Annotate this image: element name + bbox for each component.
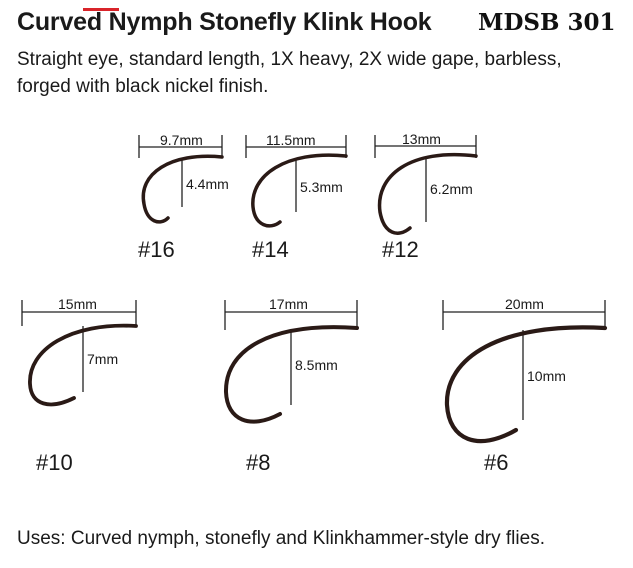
hook-16-width: 9.7mm	[160, 132, 203, 148]
description-line-2: forged with black nickel finish.	[17, 76, 269, 97]
hook-16: 9.7mm 4.4mm #16	[138, 132, 229, 262]
hook-8: 17mm 8.5mm #8	[223, 296, 359, 475]
hook-16-gape: 4.4mm	[186, 176, 229, 192]
hook-10-gape: 7mm	[87, 351, 118, 367]
hook-12: 13mm 6.2mm #12	[374, 131, 478, 262]
hook-14-width: 11.5mm	[266, 132, 316, 148]
hook-6-width: 20mm	[505, 296, 544, 312]
hook-16-size: #16	[138, 237, 175, 262]
uses-text: Uses: Curved nymph, stonefly and Klinkha…	[17, 528, 545, 549]
hook-6: 20mm 10mm #6	[442, 296, 608, 475]
hook-12-width: 13mm	[402, 131, 441, 147]
product-description: Straight eye, standard length, 1X heavy,…	[17, 46, 617, 100]
page-title: Curved Nymph Stonefly Klink Hook	[17, 8, 432, 36]
hook-14-gape: 5.3mm	[300, 179, 343, 195]
hook-12-size: #12	[382, 237, 419, 262]
accent-bar	[83, 8, 119, 11]
hook-10-width: 15mm	[58, 296, 97, 312]
hook-8-size: #8	[246, 450, 270, 475]
hook-12-gape: 6.2mm	[430, 181, 473, 197]
hook-6-gape: 10mm	[527, 368, 566, 384]
hook-6-size: #6	[484, 450, 508, 475]
title-row: Curved Nymph Stonefly Klink Hook MDSB 30…	[17, 8, 627, 42]
hook-size-diagram: 9.7mm 4.4mm #16 11.5mm 5.3mm #14 13mm 6.…	[21, 131, 608, 475]
hook-10-size: #10	[36, 450, 73, 475]
model-number: MDSB 301	[478, 9, 616, 36]
description-line-1: Straight eye, standard length, 1X heavy,…	[17, 49, 562, 70]
hook-8-width: 17mm	[269, 296, 308, 312]
hook-14: 11.5mm 5.3mm #14	[245, 132, 348, 262]
hook-10: 15mm 7mm #10	[21, 296, 138, 475]
hook-8-gape: 8.5mm	[295, 357, 338, 373]
hook-14-size: #14	[252, 237, 289, 262]
